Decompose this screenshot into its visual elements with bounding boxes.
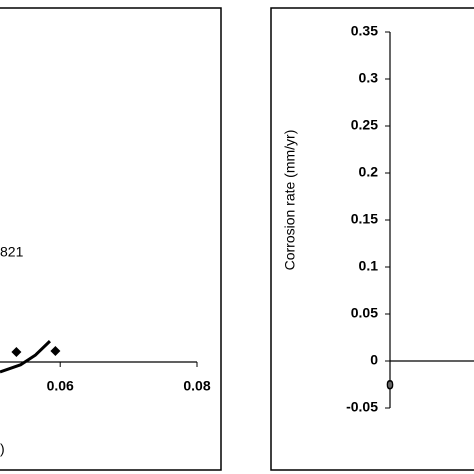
- y-tick-label: 0.2: [359, 164, 379, 180]
- y-axis-label: Corrosion rate (mm/yr): [282, 130, 298, 271]
- y-tick-label: 0.3: [359, 70, 379, 86]
- x-axis-label: ): [0, 441, 5, 457]
- y-tick-label: 0: [370, 352, 378, 368]
- y-tick-label: 0.35: [351, 23, 378, 39]
- left-panel-frame: [0, 7, 222, 471]
- y-tick-label: 0.25: [351, 117, 378, 133]
- y-tick-label: 0.05: [351, 305, 378, 321]
- y-tick-label: 0.1: [359, 258, 379, 274]
- y-tick-label: 0.15: [351, 211, 378, 227]
- right-panel-frame: [270, 7, 474, 471]
- x-tick-label: 0.06: [47, 378, 74, 394]
- data-point: [11, 347, 22, 358]
- y-tick-label: -0.05: [346, 399, 378, 415]
- fit-curve: [0, 340, 51, 374]
- x-tick-label: 0.08: [183, 378, 210, 394]
- annotation: 821: [0, 244, 24, 260]
- data-point: [50, 345, 61, 356]
